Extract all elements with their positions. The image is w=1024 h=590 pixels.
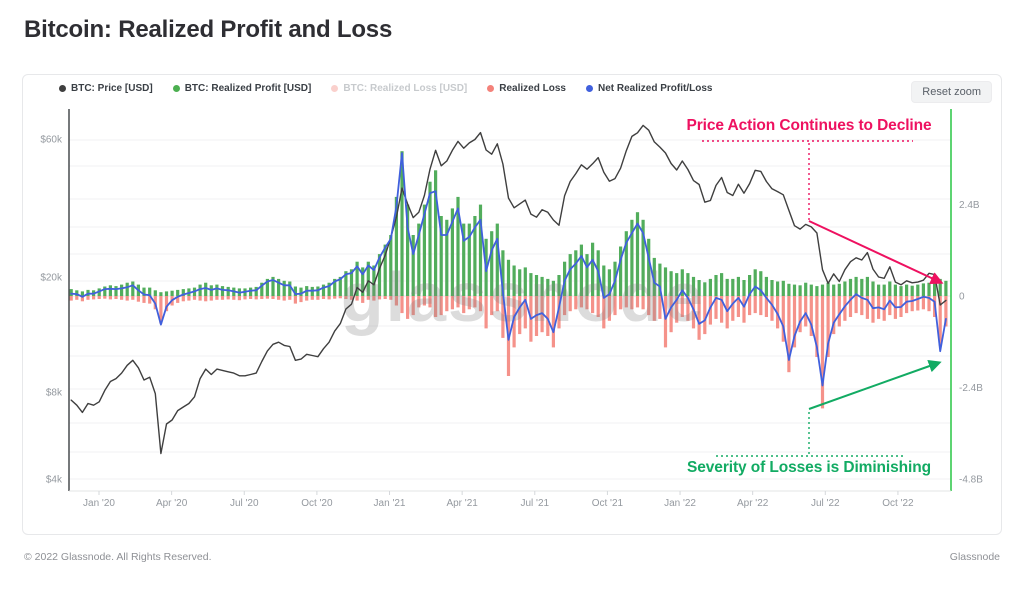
reset-zoom-button[interactable]: Reset zoom bbox=[911, 81, 992, 103]
legend-item-4[interactable]: Net Realized Profit/Loss bbox=[585, 83, 713, 94]
page-footer: © 2022 Glassnode. All Rights Reserved. G… bbox=[24, 551, 1000, 563]
legend-label: BTC: Realized Profit [USD] bbox=[184, 83, 312, 94]
svg-text:0: 0 bbox=[959, 292, 965, 303]
svg-text:Jan '20: Jan '20 bbox=[83, 498, 115, 509]
svg-text:Apr '22: Apr '22 bbox=[737, 498, 769, 509]
x-tick-labels: Jan '20 Apr '20 Jul '20 Oct '20 Jan '21 Apr '… bbox=[83, 491, 914, 509]
svg-text:$60k: $60k bbox=[40, 135, 63, 146]
legend-item-2[interactable]: BTC: Realized Loss [USD] bbox=[331, 83, 467, 94]
annotation-lines bbox=[702, 140, 944, 457]
legend-dot bbox=[172, 85, 180, 92]
loss-bars bbox=[69, 296, 948, 409]
svg-text:$8k: $8k bbox=[46, 388, 63, 399]
chart-legend: BTC: Price [USD] BTC: Realized Profit [US… bbox=[59, 83, 712, 94]
svg-text:Jul '20: Jul '20 bbox=[230, 498, 259, 509]
legend-dot bbox=[331, 85, 339, 92]
svg-text:2.4B: 2.4B bbox=[959, 200, 980, 211]
svg-text:-4.8B: -4.8B bbox=[959, 474, 983, 485]
legend-label: Net Realized Profit/Loss bbox=[597, 83, 713, 94]
legend-label: Realized Loss bbox=[499, 83, 566, 94]
legend-item-3[interactable]: Realized Loss bbox=[487, 83, 566, 94]
left-axis-labels: $60k $20k $8k $4k bbox=[40, 135, 63, 486]
svg-text:Apr '20: Apr '20 bbox=[156, 498, 188, 509]
decline-arrow bbox=[808, 220, 944, 285]
svg-text:Oct '21: Oct '21 bbox=[592, 498, 624, 509]
diminishing-arrow bbox=[808, 359, 942, 410]
legend-item-0[interactable]: BTC: Price [USD] bbox=[59, 83, 153, 94]
svg-text:$20k: $20k bbox=[40, 272, 63, 283]
legend-label: BTC: Price [USD] bbox=[71, 83, 153, 94]
legend-dot bbox=[585, 85, 593, 92]
copyright-text: © 2022 Glassnode. All Rights Reserved. bbox=[24, 551, 212, 563]
svg-text:-2.4B: -2.4B bbox=[959, 383, 983, 394]
svg-text:Jan '22: Jan '22 bbox=[664, 498, 696, 509]
right-axis-labels: 2.4B 0 -2.4B -4.8B bbox=[959, 200, 983, 485]
svg-text:$4k: $4k bbox=[46, 475, 63, 486]
legend-dot bbox=[487, 85, 495, 92]
svg-text:Oct '22: Oct '22 bbox=[882, 498, 914, 509]
page-title: Bitcoin: Realized Profit and Loss bbox=[24, 16, 393, 43]
svg-text:Oct '20: Oct '20 bbox=[301, 498, 333, 509]
legend-label: BTC: Realized Loss [USD] bbox=[343, 83, 468, 94]
price-line bbox=[70, 124, 947, 455]
chart-panel: BTC: Price [USD] BTC: Realized Profit [US… bbox=[22, 74, 1002, 535]
legend-item-1[interactable]: BTC: Realized Profit [USD] bbox=[172, 83, 312, 94]
net-line bbox=[70, 152, 947, 387]
svg-text:Jul '21: Jul '21 bbox=[520, 498, 549, 509]
watermark-text: glassnode bbox=[341, 258, 705, 336]
legend-dot bbox=[59, 85, 66, 92]
svg-text:Apr '21: Apr '21 bbox=[446, 498, 478, 509]
brand-text: Glassnode bbox=[949, 551, 1000, 563]
svg-text:Jul '22: Jul '22 bbox=[811, 498, 840, 509]
svg-text:Jan '21: Jan '21 bbox=[374, 498, 406, 509]
